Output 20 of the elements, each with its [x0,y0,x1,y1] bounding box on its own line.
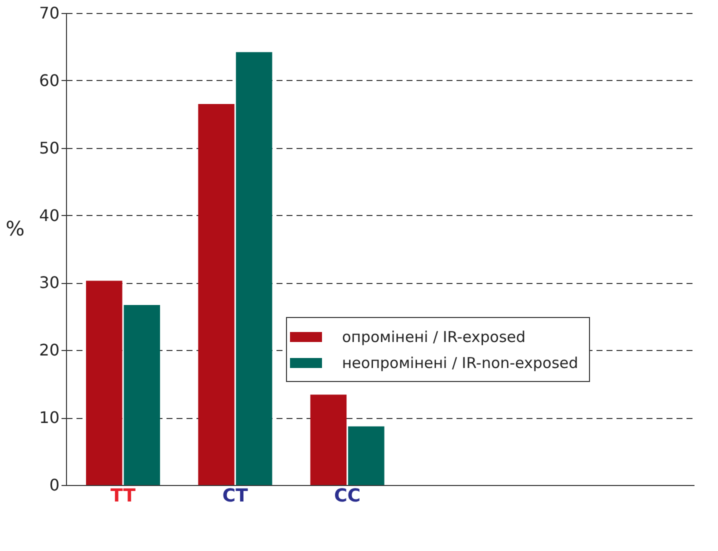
legend-label: неопромінені / IR-non-exposed [342,354,578,372]
x-tick-label: CC [334,486,361,506]
y-tick-label: 10 [39,408,60,428]
y-tick-label: 0 [49,476,60,494]
bar [198,104,234,485]
y-tick-label: 50 [39,138,60,158]
x-tick-label: TT [110,486,136,506]
y-axis-title: % [6,216,25,240]
bar [310,394,347,485]
bar [124,304,160,485]
y-tick-label: 60 [39,70,60,90]
x-tick-label: CT [222,486,249,506]
y-tick-label: 30 [39,273,60,292]
y-tick-label: 20 [39,340,60,360]
y-tick-label: 40 [39,206,60,225]
bar [348,426,384,485]
bar [236,52,272,485]
legend-label: опромінені / IR-exposed [342,328,526,346]
y-tick-label: 70 [39,4,60,22]
bar [86,280,122,485]
